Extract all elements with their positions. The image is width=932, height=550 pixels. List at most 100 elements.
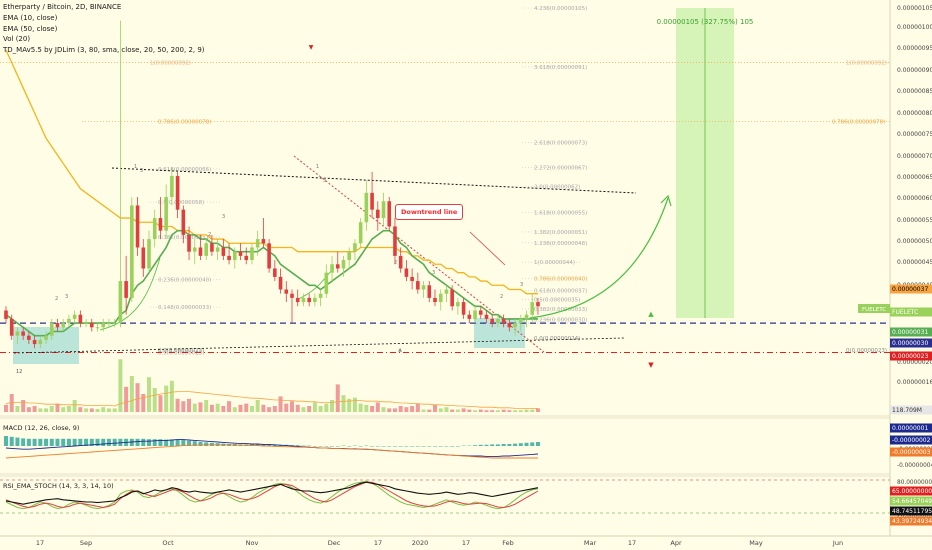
volume-bar (84, 408, 89, 412)
indicator-td-label: TD_MAv5.5 by JDLim (3, 80, sma, close, 2… (3, 46, 205, 55)
fib-upper-label: 3.618(0.00000091) (534, 65, 587, 71)
price-axis-tick: 0.00000050 (897, 238, 932, 245)
chart-legend: Etherparty / Bitcoin, 2D, BINANCE EMA (1… (3, 2, 205, 56)
candle-body (187, 234, 191, 252)
macd-histogram-bar (175, 439, 180, 446)
candle-body (318, 293, 323, 298)
fib-left-label: 0.0(0.00000023) (158, 351, 204, 357)
candle-body (181, 209, 186, 235)
candle-body (175, 176, 180, 210)
td-count: 2 (55, 296, 58, 302)
volume-bar (364, 404, 369, 412)
volume-bar (95, 409, 100, 412)
td-count: 3 (140, 168, 143, 174)
macd-histogram-bar (433, 446, 437, 447)
fib-left-label: 0.382(0.00000051) (158, 235, 211, 241)
volume-bar (66, 406, 71, 412)
candle-body (284, 289, 289, 294)
volume-bar (375, 402, 380, 412)
volume-bar (272, 406, 277, 412)
price-box (890, 284, 932, 294)
macd-histogram-bar (473, 445, 478, 446)
candle-body (370, 192, 374, 210)
price-axis-tick: 0.00000045 (897, 259, 932, 266)
candle-body (324, 272, 329, 294)
macd-histogram-bar (141, 438, 146, 446)
macd-histogram-bar (415, 446, 420, 447)
volume-bar (26, 407, 31, 412)
macd-histogram-bar (198, 442, 203, 446)
macd-histogram-bar (478, 444, 483, 446)
volume-bar (478, 409, 483, 412)
volume-bar (147, 377, 151, 412)
macd-histogram-bar (530, 442, 535, 446)
volume-bar (21, 400, 26, 412)
time-axis-tick: 17 (628, 539, 636, 547)
volume-bar (318, 406, 323, 412)
price-axis-tick: 0.00000070 (897, 153, 932, 160)
candle-body (507, 323, 512, 328)
volume-bar (347, 398, 352, 412)
candle-body (204, 243, 208, 256)
candle-body (135, 205, 140, 248)
macd-histogram-bar (358, 446, 363, 447)
macd-histogram-bar (312, 446, 317, 447)
macd-histogram-bar (524, 442, 529, 446)
candle-body (427, 285, 432, 298)
volume-bar (78, 407, 83, 412)
volume-bar (124, 386, 129, 412)
volume-bar (518, 410, 523, 412)
macd-histogram-bar (187, 440, 192, 446)
macd-histogram-bar (9, 436, 14, 446)
macd-histogram-bar (169, 439, 174, 446)
volume-bar (198, 402, 203, 412)
candle-body (61, 323, 65, 328)
macd-histogram-bar (89, 438, 94, 446)
macd-histogram-bar (84, 438, 89, 446)
macd-histogram-bar (495, 444, 500, 446)
volume-bar (358, 403, 363, 412)
volume-bar (467, 409, 472, 412)
macd-histogram-bar (192, 441, 197, 446)
volume-box (890, 405, 932, 415)
macd-histogram-bar (164, 439, 169, 446)
volume-bar (507, 410, 512, 412)
volume-bar (501, 409, 506, 412)
rsi-box (890, 496, 932, 506)
candle-body (124, 281, 128, 298)
fib-upper-label: 0.382(0.00000033) (534, 307, 587, 313)
macd-histogram-bar (44, 438, 49, 446)
upper-trendline (111, 167, 637, 194)
macd-histogram-bar (381, 446, 386, 447)
candle-body (9, 318, 14, 336)
fib-zero-left: 0.0(0.00000023) (158, 348, 204, 354)
time-axis-tick: Mar (584, 539, 597, 547)
volume-bar (307, 406, 312, 412)
fib-upper-label: 1.618(0.00000055) (534, 211, 587, 217)
volume-bar (284, 403, 289, 412)
volume-bar (404, 407, 409, 412)
candle-body (347, 251, 351, 261)
fib-1-label-left: 1(0.00000092) (150, 61, 191, 67)
volume-bar (209, 404, 214, 412)
time-axis-tick: Feb (502, 539, 514, 547)
volume-bar (44, 408, 49, 412)
candle-body (267, 243, 271, 269)
candle-body (530, 302, 535, 315)
macd-histogram-bar (4, 436, 8, 446)
fib-786-label-left: 0.786(0.00000078) (158, 119, 211, 125)
price-box-text: 0.00000037 (892, 286, 928, 293)
price-box (890, 338, 932, 348)
past-move-arc-1 (99, 257, 161, 331)
time-axis-tick: Dec (328, 539, 341, 547)
downtrend-label: Downtrend line (395, 204, 464, 220)
support-box-left-label: 12 (16, 369, 22, 375)
low-marker: ▲ (398, 347, 402, 353)
td-count: 2 (394, 260, 397, 266)
volume-bar (38, 408, 43, 412)
macd-histogram-bar (158, 439, 163, 446)
rsi-box (890, 486, 932, 496)
candle-body (49, 323, 54, 336)
volume-bar (187, 398, 192, 412)
